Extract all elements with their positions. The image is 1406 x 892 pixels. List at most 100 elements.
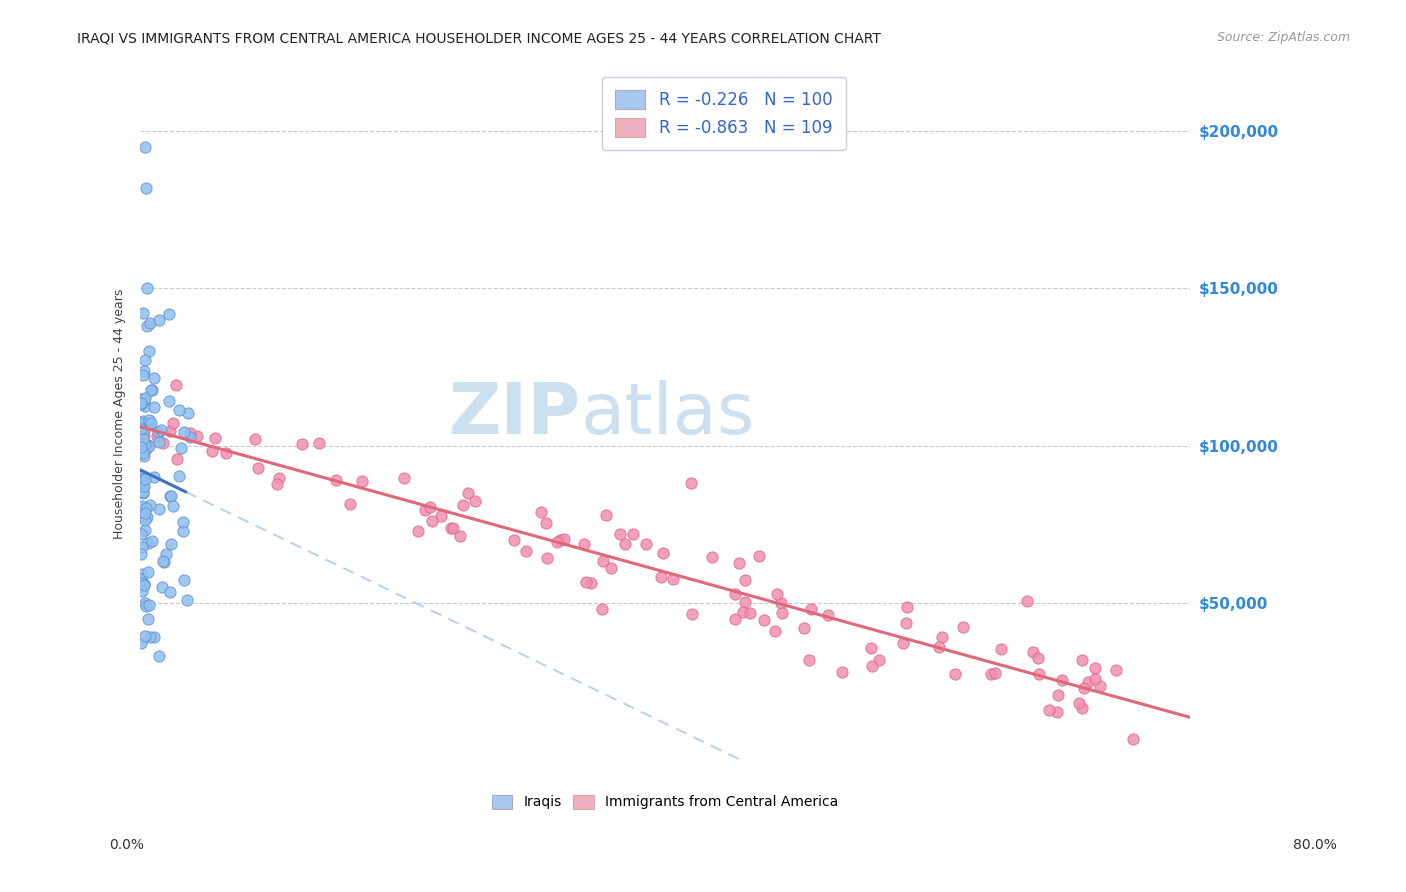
Point	[734, 574, 756, 588]
Point	[152, 580, 174, 594]
Point	[132, 306, 155, 320]
Point	[134, 391, 156, 405]
Point	[135, 281, 157, 295]
Point	[817, 607, 839, 622]
Point	[1077, 675, 1099, 690]
Point	[136, 536, 159, 550]
Point	[449, 529, 471, 543]
Point	[984, 666, 1007, 681]
Point	[129, 576, 152, 591]
Point	[179, 430, 201, 444]
Point	[420, 515, 443, 529]
Point	[1071, 701, 1094, 715]
Point	[662, 573, 685, 587]
Point	[135, 500, 157, 515]
Point	[515, 544, 537, 558]
Point	[166, 452, 188, 467]
Point	[148, 648, 170, 663]
Point	[131, 485, 153, 500]
Point	[138, 498, 160, 512]
Point	[1071, 653, 1094, 667]
Point	[134, 140, 156, 154]
Point	[132, 449, 155, 463]
Point	[135, 599, 157, 614]
Point	[406, 524, 429, 539]
Point	[134, 399, 156, 413]
Point	[266, 477, 288, 491]
Point	[952, 620, 974, 634]
Point	[143, 371, 166, 385]
Point	[134, 428, 156, 442]
Point	[134, 436, 156, 450]
Point	[131, 368, 153, 383]
Point	[860, 659, 883, 673]
Point	[173, 573, 195, 587]
Point	[135, 509, 157, 524]
Point	[1026, 651, 1049, 665]
Point	[131, 482, 153, 496]
Point	[592, 554, 614, 568]
Point	[131, 472, 153, 486]
Point	[591, 601, 613, 615]
Point	[148, 425, 170, 440]
Point	[440, 521, 463, 535]
Point	[1090, 679, 1112, 693]
Point	[793, 621, 815, 635]
Point	[1046, 688, 1069, 702]
Point	[731, 605, 754, 619]
Point	[931, 630, 953, 644]
Point	[1069, 696, 1091, 710]
Point	[132, 392, 155, 407]
Point	[139, 316, 162, 330]
Point	[139, 383, 162, 397]
Point	[134, 513, 156, 527]
Point	[162, 416, 184, 430]
Point	[769, 596, 792, 610]
Point	[1084, 672, 1107, 686]
Point	[132, 432, 155, 446]
Point	[928, 640, 950, 655]
Point	[141, 534, 163, 549]
Point	[131, 469, 153, 483]
Point	[1050, 673, 1073, 687]
Point	[165, 378, 187, 392]
Point	[339, 497, 361, 511]
Point	[138, 598, 160, 612]
Point	[160, 489, 183, 503]
Point	[700, 550, 723, 565]
Point	[136, 565, 159, 579]
Point	[1073, 681, 1095, 695]
Point	[325, 473, 347, 487]
Point	[148, 435, 170, 450]
Point	[172, 524, 194, 538]
Point	[943, 667, 966, 681]
Point	[831, 665, 853, 679]
Point	[894, 616, 917, 631]
Point	[413, 503, 436, 517]
Point	[132, 442, 155, 457]
Point	[650, 570, 672, 584]
Point	[215, 446, 238, 460]
Point	[681, 476, 703, 491]
Text: IRAQI VS IMMIGRANTS FROM CENTRAL AMERICA HOUSEHOLDER INCOME AGES 25 - 44 YEARS C: IRAQI VS IMMIGRANTS FROM CENTRAL AMERICA…	[77, 31, 882, 45]
Point	[1122, 731, 1144, 746]
Point	[430, 508, 453, 523]
Y-axis label: Householder Income Ages 25 - 44 years: Householder Income Ages 25 - 44 years	[114, 289, 127, 540]
Point	[860, 640, 883, 655]
Point	[129, 475, 152, 489]
Point	[609, 527, 631, 541]
Text: 0.0%: 0.0%	[110, 838, 143, 852]
Point	[134, 596, 156, 610]
Point	[159, 424, 181, 438]
Point	[136, 612, 159, 626]
Point	[138, 413, 160, 427]
Point	[153, 556, 176, 570]
Point	[134, 424, 156, 438]
Point	[636, 537, 658, 551]
Point	[723, 612, 745, 626]
Point	[179, 425, 201, 440]
Point	[160, 537, 183, 551]
Point	[134, 364, 156, 378]
Point	[186, 428, 208, 442]
Point	[131, 566, 153, 581]
